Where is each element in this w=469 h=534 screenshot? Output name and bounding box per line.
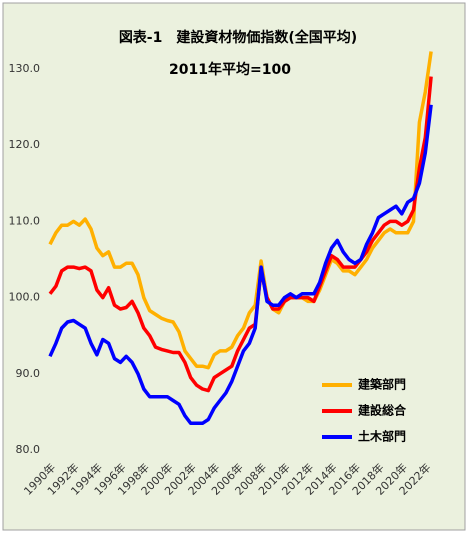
line-series [48, 76, 433, 393]
line-series [48, 104, 433, 426]
y-tick-label: 80.0 [16, 443, 41, 456]
chart-title: 図表-1 建設資材物価指数(全国平均) [119, 29, 357, 46]
y-tick-label: 90.0 [16, 367, 41, 380]
y-tick-label: 130.0 [9, 62, 41, 75]
y-tick-label: 110.0 [9, 214, 41, 227]
line-series [48, 51, 433, 370]
chart-subtitle: 2011年平均=100 [169, 61, 291, 78]
legend-label: 建設総合 [357, 403, 407, 418]
y-tick-label: 120.0 [9, 138, 41, 151]
legend-label: 土木部門 [358, 429, 406, 444]
legend-label: 建築部門 [357, 377, 406, 392]
y-tick-label: 100.0 [9, 291, 41, 304]
